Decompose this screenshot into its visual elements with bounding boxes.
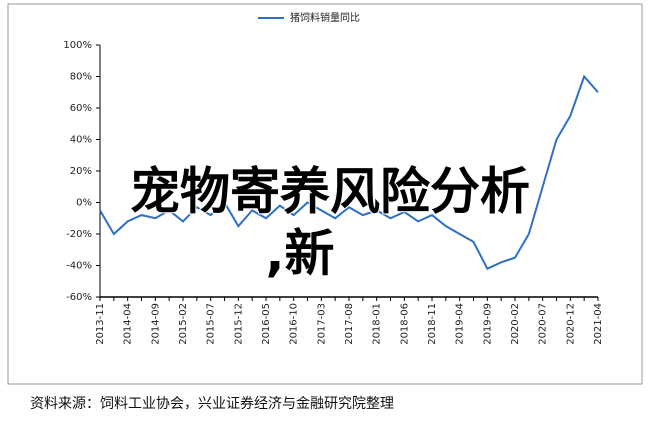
x-tick-label: 2020-07 [538, 303, 549, 345]
x-tick-label: 2020-02 [510, 303, 521, 345]
y-tick-label: 40% [70, 135, 92, 146]
y-tick-label: 0% [76, 198, 92, 209]
x-tick-label: 2017-08 [344, 303, 355, 345]
x-tick-label: 2014-04 [123, 303, 134, 345]
x-tick-label: 2016-10 [289, 303, 300, 345]
y-tick-label: 80% [70, 72, 92, 83]
y-tick-label: 20% [70, 166, 92, 177]
y-tick-label: -20% [66, 229, 92, 240]
x-tick-label: 2018-11 [427, 303, 438, 345]
x-tick-label: 2014-09 [150, 303, 161, 345]
x-tick-label: 2020-12 [565, 303, 576, 345]
overlay-text: ,新 [266, 225, 335, 283]
x-tick-label: 2019-09 [482, 303, 493, 345]
source-note: 资料来源：饲料工业协会，兴业证券经济与金融研究院整理 [30, 396, 394, 412]
x-tick-label: 2013-11 [95, 303, 106, 345]
y-tick-label: -60% [66, 292, 92, 303]
y-tick-label: -40% [66, 261, 92, 272]
x-tick-label: 2019-04 [455, 303, 466, 345]
x-tick-label: 2017-03 [316, 303, 327, 345]
y-tick-label: 100% [63, 40, 92, 51]
legend-label: 猪饲料销量同比 [290, 11, 360, 24]
x-tick-label: 2015-02 [178, 303, 189, 345]
x-tick-label: 2021-04 [593, 303, 604, 345]
data-line [99, 74, 599, 270]
chart-frame [7, 3, 643, 385]
x-tick-label: 2015-12 [233, 303, 244, 345]
overlay-text: 宠物寄养风险分析 [130, 163, 530, 221]
x-tick-label: 2015-07 [206, 303, 217, 345]
x-tick-label: 2018-06 [399, 303, 410, 345]
x-tick-label: 2016-05 [261, 303, 272, 345]
x-tick-label: 2018-01 [372, 303, 383, 345]
y-tick-label: 60% [70, 103, 92, 114]
